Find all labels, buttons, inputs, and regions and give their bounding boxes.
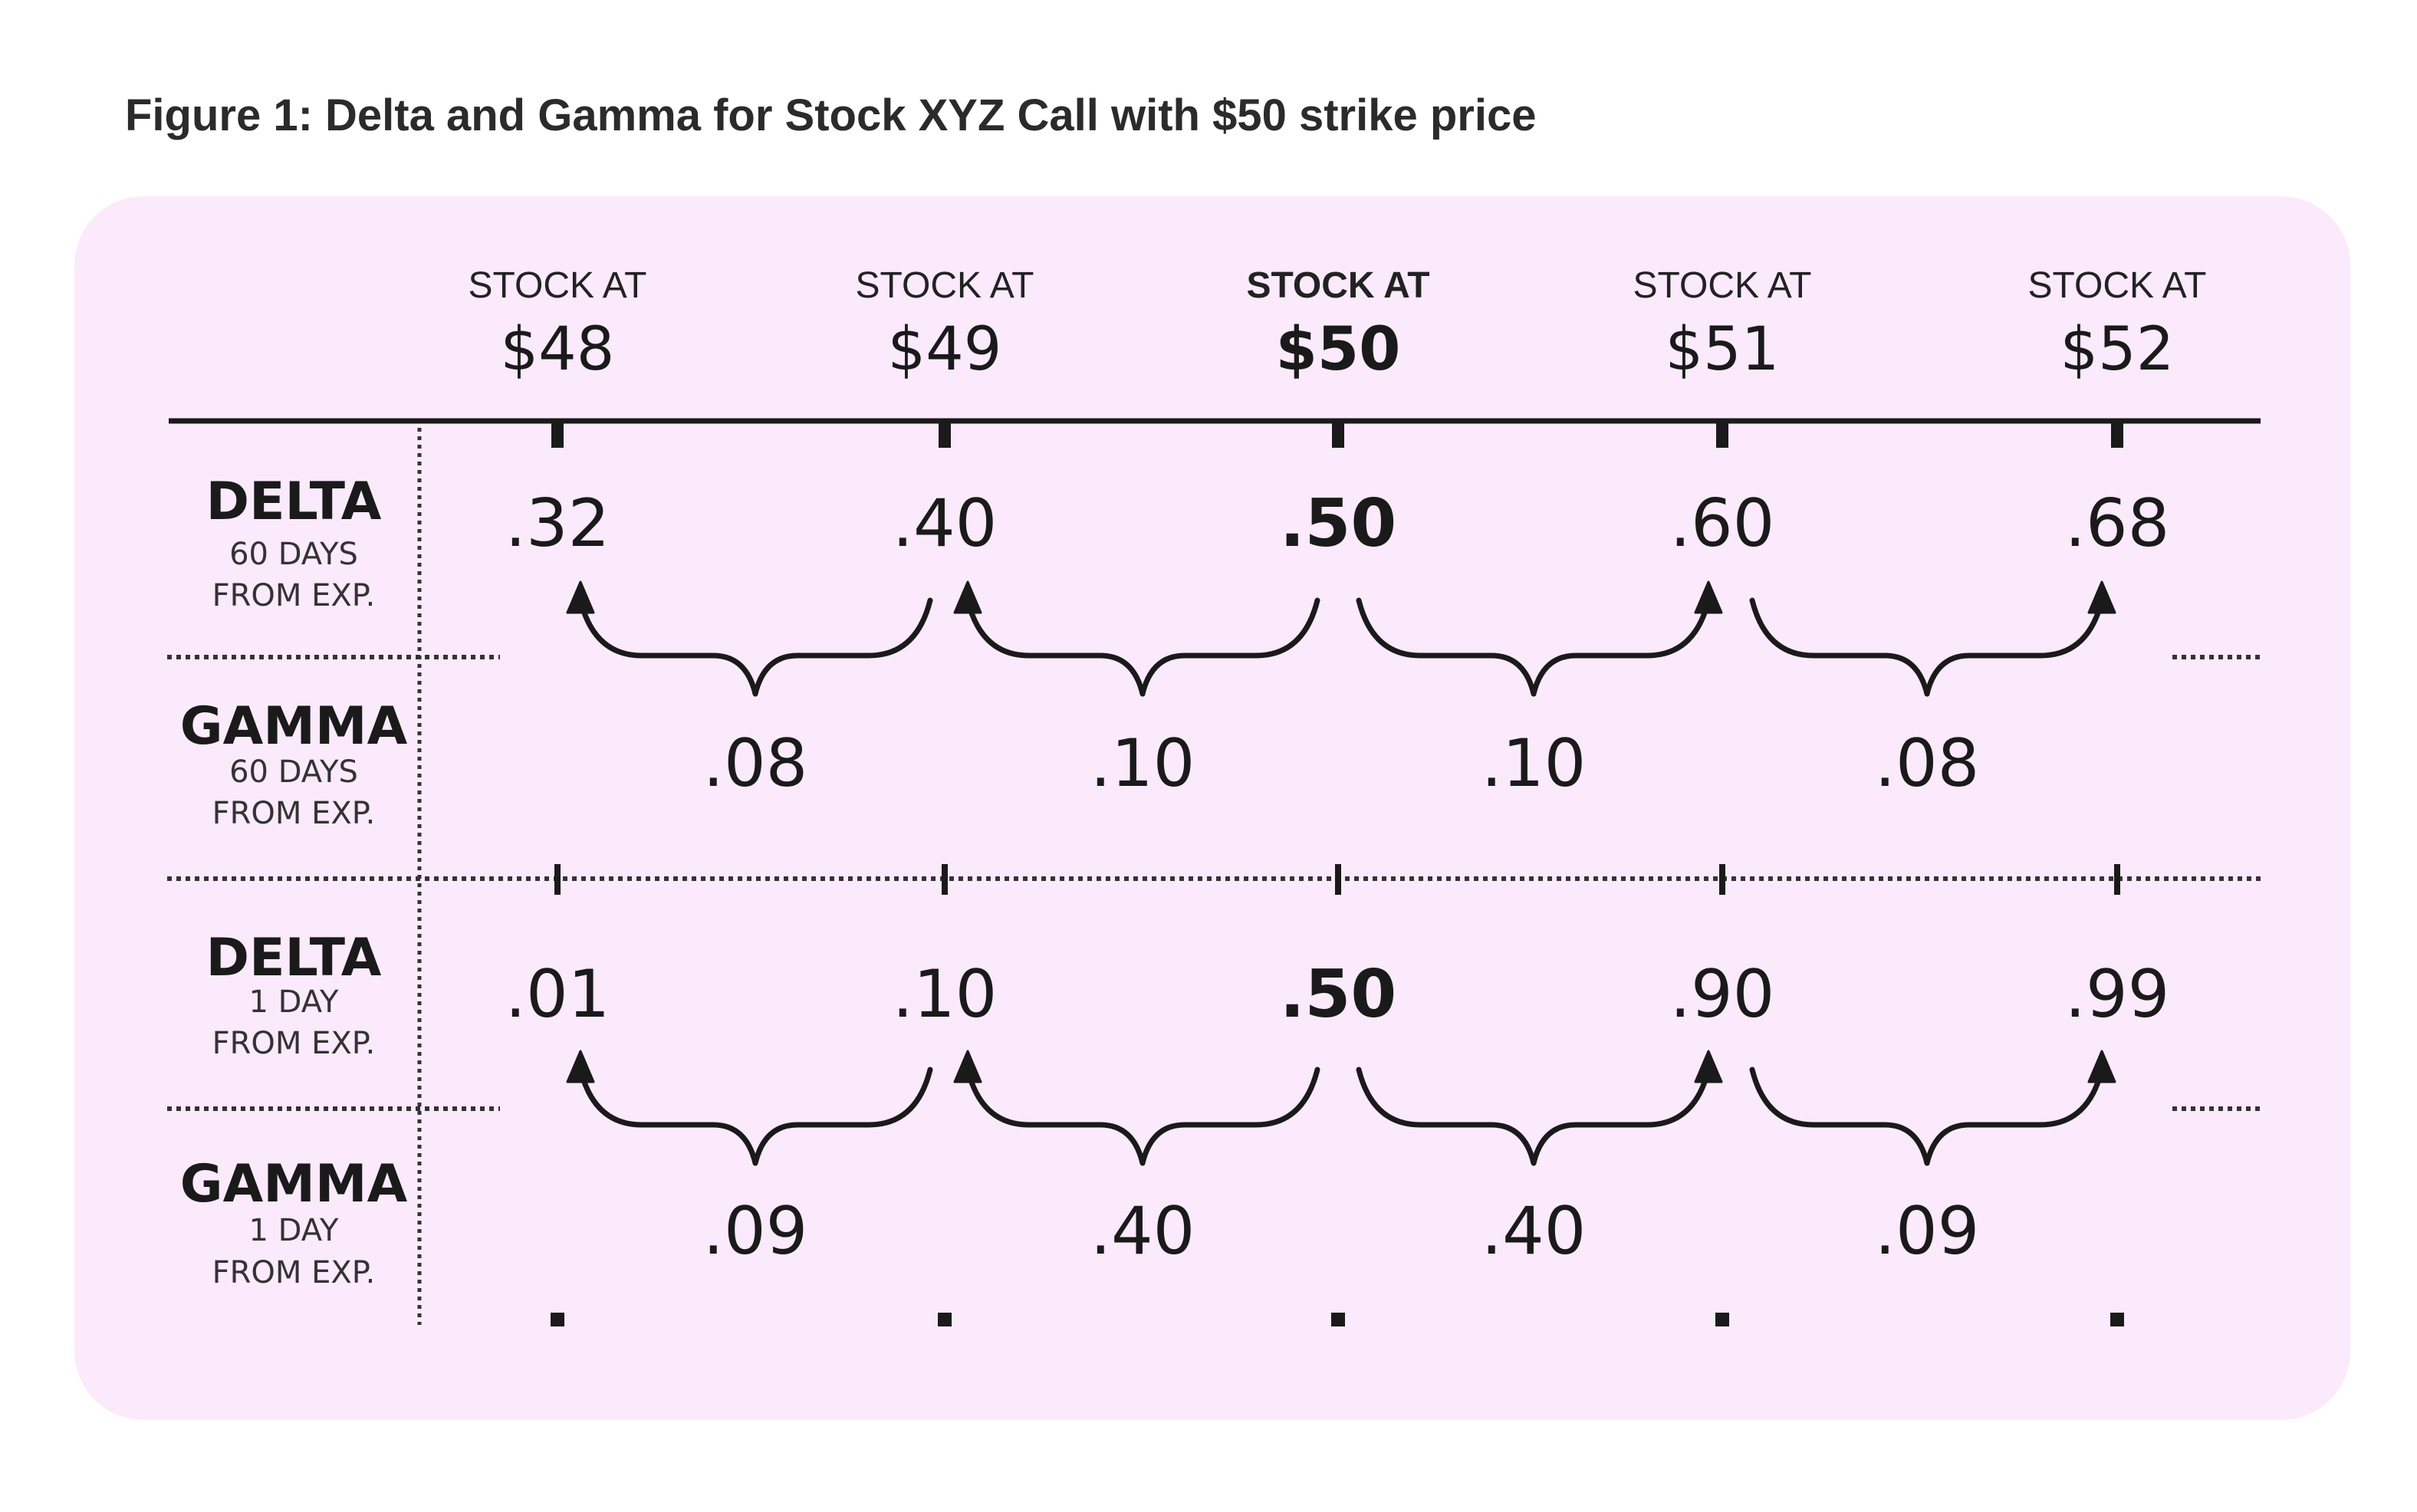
delta-value: .10 (893, 956, 998, 1033)
arrow-left-up-icon (953, 1050, 982, 1083)
diagram-panel (74, 196, 2350, 1420)
column-price: $50 (1276, 315, 1401, 384)
row-title: DELTA (206, 472, 382, 532)
section-divider-tick (942, 864, 948, 895)
delta-value: .50 (1280, 485, 1396, 562)
arrow-left-up-icon (953, 580, 982, 614)
arrow-left-up-icon (566, 1050, 595, 1083)
bottom-marker (2110, 1313, 2124, 1326)
bracket-curve (965, 1067, 1320, 1166)
delta-value: .99 (2065, 956, 2170, 1033)
price-axis-tick (1716, 421, 1728, 448)
price-axis-tick (2111, 421, 2123, 448)
arrow-right-up-icon (1694, 1050, 1723, 1083)
price-axis-tick (939, 421, 951, 448)
gamma-value: .09 (1875, 1193, 1980, 1270)
section-divider-tick (2114, 864, 2120, 895)
delta-value: .32 (505, 485, 610, 562)
row-title: GAMMA (180, 696, 408, 757)
bottom-marker (551, 1313, 564, 1326)
gamma-value: .40 (1090, 1193, 1195, 1270)
gamma-value: .08 (703, 725, 808, 802)
delta-value: .01 (505, 956, 610, 1033)
row-subtitle: FROM EXP. (212, 1026, 376, 1061)
bracket-curve (965, 597, 1320, 697)
row-subtitle: 60 DAYS (229, 754, 358, 790)
arrow-right-up-icon (2087, 580, 2116, 614)
figure-caption: Figure 1: Delta and Gamma for Stock XYZ … (125, 90, 1536, 140)
column-header-label: STOCK AT (2028, 265, 2207, 306)
delta-value: .40 (893, 485, 998, 562)
row-title: DELTA (206, 928, 382, 988)
delta-value: .90 (1670, 956, 1775, 1033)
row-subtitle: FROM EXP. (212, 796, 376, 831)
bottom-marker (1331, 1313, 1345, 1326)
row-subtitle: FROM EXP. (212, 578, 376, 613)
bracket-curve (577, 597, 933, 697)
diagram-layer: STOCK AT $48 STOCK AT $49 STOCK AT $50 STOCK A… (167, 265, 2261, 1326)
column-price: $52 (2060, 315, 2175, 384)
bracket-curve (1356, 1067, 1712, 1166)
bottom-marker (938, 1313, 952, 1326)
gamma-value: .40 (1481, 1193, 1587, 1270)
column-price: $49 (888, 315, 1002, 384)
price-axis-tick (551, 421, 564, 448)
column-header-label: STOCK AT (856, 265, 1034, 306)
column-header-label: STOCK AT (1246, 265, 1429, 306)
bracket-curve (577, 1067, 933, 1166)
row-subtitle: 1 DAY (249, 984, 340, 1020)
row-subtitle: 60 DAYS (229, 537, 358, 572)
gamma-value: .10 (1481, 725, 1587, 802)
price-axis-tick (1332, 421, 1344, 448)
row-title: GAMMA (180, 1154, 408, 1215)
delta-value: .68 (2065, 485, 2170, 562)
section-divider-tick (1335, 864, 1341, 895)
arrow-left-up-icon (566, 580, 595, 614)
delta-value: .60 (1670, 485, 1775, 562)
bracket-curve (1749, 1067, 2105, 1166)
column-price: $48 (501, 315, 615, 384)
section-divider-tick (1719, 864, 1725, 895)
gamma-value: .10 (1090, 725, 1195, 802)
bracket-curve (1356, 597, 1712, 697)
bottom-marker (1715, 1313, 1729, 1326)
row-subtitle: FROM EXP. (212, 1255, 376, 1290)
gamma-value: .09 (703, 1193, 808, 1270)
column-header-label: STOCK AT (469, 265, 647, 306)
column-price: $51 (1666, 315, 1780, 384)
arrow-right-up-icon (2087, 1050, 2116, 1083)
bracket-curve (1749, 597, 2105, 697)
section-divider-tick (554, 864, 561, 895)
gamma-value: .08 (1875, 725, 1980, 802)
arrow-right-up-icon (1694, 580, 1723, 614)
column-header-label: STOCK AT (1633, 265, 1812, 306)
row-subtitle: 1 DAY (249, 1213, 340, 1248)
delta-value: .50 (1280, 956, 1396, 1033)
